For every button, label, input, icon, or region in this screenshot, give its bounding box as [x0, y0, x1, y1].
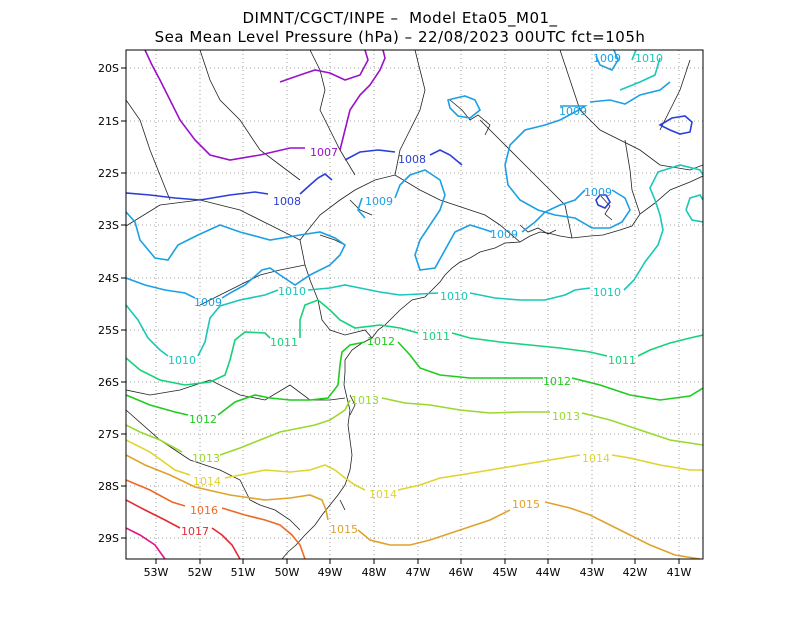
isobar-label-1007: 1007	[310, 146, 338, 159]
isobar-label-1009: 1009	[490, 228, 518, 241]
isobar-1017	[126, 499, 241, 559]
lat-tick-label: 28S	[98, 480, 119, 493]
isobar-1015	[126, 454, 701, 559]
state-border	[394, 50, 426, 176]
isobar-label-1012: 1012	[189, 413, 217, 426]
isobar-1014	[126, 439, 703, 491]
lat-tick-label: 22S	[98, 167, 119, 180]
lat-tick-label: 25S	[98, 324, 119, 337]
isobar-1011	[126, 299, 703, 386]
lat-tick-label: 29S	[98, 532, 119, 545]
isobar-label-1017: 1017	[181, 525, 209, 538]
lon-tick-label: 41W	[667, 566, 692, 579]
lon-tick-label: 46W	[449, 566, 474, 579]
isobar-label-1012: 1012	[367, 335, 395, 348]
state-border	[659, 59, 691, 131]
state-border	[624, 139, 641, 215]
isobar-label-1009: 1009	[584, 186, 612, 199]
isobar-label-1010: 1010	[593, 286, 621, 299]
lon-tick-label: 48W	[362, 566, 387, 579]
isobar-label-1010: 1010	[278, 285, 306, 298]
isobar-label-1014: 1014	[582, 452, 610, 465]
lon-tick-label: 43W	[580, 566, 605, 579]
state-border	[126, 379, 346, 401]
state-border	[126, 99, 171, 201]
isobar-label-1009: 1009	[593, 52, 621, 65]
isobar-label-1015: 1015	[330, 523, 358, 536]
state-border	[479, 119, 573, 239]
isobar-label-1011: 1011	[422, 330, 450, 343]
isobar-label-1012: 1012	[543, 375, 571, 388]
isobar-label-1010: 1010	[635, 52, 663, 65]
isobar-label-1009: 1009	[194, 296, 222, 309]
isobar-1016	[126, 479, 306, 559]
lat-tick-label: 26S	[98, 376, 119, 389]
isobar-label-1016: 1016	[190, 504, 218, 517]
isobar-1010	[126, 50, 703, 357]
lon-tick-label: 53W	[144, 566, 169, 579]
isobar-1018	[126, 527, 166, 559]
isobar-label-1009: 1009	[559, 105, 587, 118]
isobar-1012	[126, 341, 703, 416]
isobar-label-1015: 1015	[512, 498, 540, 511]
isobar-label-1013: 1013	[192, 452, 220, 465]
lat-tick-label: 27S	[98, 428, 119, 441]
lat-tick-labels: 20S 21S 22S 23S 24S 25S 26S 27S 28S 29S	[98, 62, 126, 545]
state-border	[126, 199, 373, 339]
lon-tick-label: 45W	[493, 566, 518, 579]
lon-tick-label: 52W	[188, 566, 213, 579]
lat-tick-label: 24S	[98, 272, 119, 285]
state-border	[126, 409, 301, 531]
title-line-2: Sea Mean Level Pressure (hPa) – 22/08/20…	[154, 28, 646, 46]
title-line-1: DIMNT/CGCT/INPE – Model Eta05_M01_	[242, 9, 558, 27]
contour-labels: 1007 1008 1008 1009 1009 1009 1009 1009 1009 1010…	[168, 52, 663, 538]
isobar-label-1013: 1013	[552, 410, 580, 423]
isobar-label-1010: 1010	[440, 290, 468, 303]
isobar-label-1010: 1010	[168, 354, 196, 367]
lon-tick-label: 42W	[623, 566, 648, 579]
isobar-label-1009: 1009	[365, 195, 393, 208]
isobar-label-1014: 1014	[369, 488, 397, 501]
lon-tick-label: 50W	[275, 566, 300, 579]
lon-tick-label: 49W	[318, 566, 343, 579]
state-border	[299, 174, 521, 243]
lat-tick-label: 21S	[98, 115, 119, 128]
lat-tick-label: 23S	[98, 219, 119, 232]
lat-tick-label: 20S	[98, 62, 119, 75]
isobar-label-1008: 1008	[398, 153, 426, 166]
plot-frame	[125, 49, 704, 560]
isobar-label-1014: 1014	[193, 475, 221, 488]
isobar-label-1013: 1013	[351, 394, 379, 407]
isobar-label-1011: 1011	[270, 336, 298, 349]
isobar-contours	[126, 50, 703, 559]
lon-tick-labels: 53W 52W 51W 50W 49W 48W 47W 46W 45W 44W 43W 42W 41W	[144, 559, 692, 579]
state-border	[559, 50, 703, 171]
isobar-1013	[126, 397, 703, 456]
isobar-1007	[144, 50, 386, 161]
lon-tick-label: 51W	[231, 566, 256, 579]
lon-tick-label: 47W	[406, 566, 431, 579]
isobar-label-1011: 1011	[608, 354, 636, 367]
isobar-1008	[126, 115, 693, 209]
isobar-label-1008: 1008	[273, 195, 301, 208]
state-border	[199, 50, 301, 181]
lon-tick-label: 44W	[536, 566, 561, 579]
isobar-1009	[126, 50, 671, 299]
